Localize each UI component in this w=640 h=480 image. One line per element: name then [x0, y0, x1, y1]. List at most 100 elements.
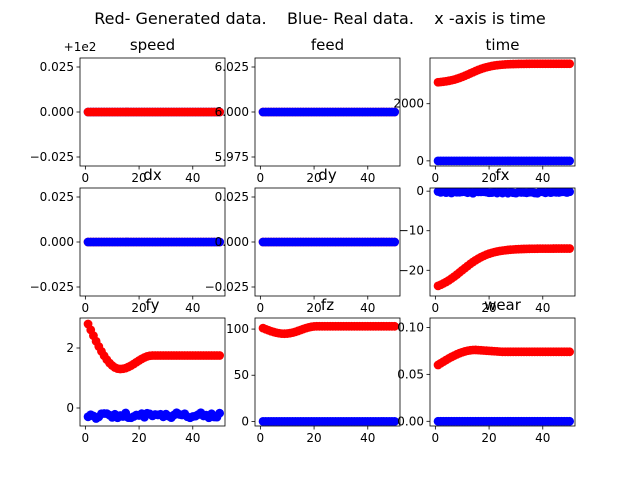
- x-tick-label: 0: [82, 171, 90, 185]
- x-tick-label: 40: [185, 301, 200, 315]
- y-tick-label: 2: [66, 341, 74, 355]
- x-tick-label: 20: [481, 431, 496, 445]
- real-point: [390, 416, 400, 426]
- x-tick-label: 0: [82, 301, 90, 315]
- y-tick-label: 6.000: [215, 105, 249, 119]
- subplot-wear: 0 20 40 0.00 0.05 0.10 wear: [397, 296, 576, 445]
- x-tick-label: 0: [432, 171, 440, 185]
- data-points: [83, 319, 225, 423]
- y-tick-label: 5.975: [215, 150, 249, 164]
- subplot-dy: 0 20 40 −0.025 0.000 0.025 dy: [205, 166, 401, 315]
- x-tick-label: 20: [306, 431, 321, 445]
- generated-point: [565, 59, 575, 69]
- y-tick-label: 6.025: [215, 60, 249, 74]
- data-points: [258, 237, 400, 247]
- subplot-title: wear: [484, 296, 522, 314]
- x-tick-label: 40: [535, 431, 550, 445]
- y-tick-label: 0.000: [40, 105, 74, 119]
- y-offset-label: +1e2: [64, 40, 97, 54]
- generated-point: [390, 321, 400, 331]
- y-tick-label: 50: [234, 368, 249, 382]
- x-tick-label: 20: [131, 171, 146, 185]
- y-tick-label: −20: [399, 263, 424, 277]
- real-point: [390, 237, 400, 247]
- y-tick-label: 0: [416, 184, 424, 198]
- x-tick-label: 40: [360, 301, 375, 315]
- subplot-title: dy: [318, 166, 337, 184]
- generated-point: [215, 351, 225, 360]
- y-tick-label: 0.10: [397, 320, 424, 334]
- y-tick-label: 0.05: [397, 367, 424, 381]
- x-tick-label: 0: [257, 431, 265, 445]
- x-tick-label: 40: [535, 301, 550, 315]
- x-tick-label: 20: [306, 171, 321, 185]
- data-points: [433, 188, 575, 291]
- x-tick-label: 0: [432, 301, 440, 315]
- real-point: [565, 188, 575, 197]
- subplot-title: fx: [495, 166, 509, 184]
- axes-frame: [429, 317, 576, 427]
- real-point: [565, 416, 575, 426]
- axes-frame: [429, 187, 576, 297]
- x-tick-label: 40: [535, 171, 550, 185]
- subplot-title: dx: [143, 166, 162, 184]
- y-tick-label: −0.025: [30, 150, 74, 164]
- y-tick-label: 0: [241, 414, 249, 428]
- y-tick-label: 0: [66, 401, 74, 415]
- y-tick-label: 0.025: [40, 190, 74, 204]
- x-tick-label: 40: [185, 431, 200, 445]
- data-points: [433, 345, 575, 426]
- axes-frame: [79, 317, 226, 427]
- subplot-time: 0 20 40 0 2000 time: [393, 36, 576, 185]
- x-tick-label: 20: [131, 301, 146, 315]
- subplot-title: feed: [311, 36, 344, 54]
- x-tick-label: 40: [185, 171, 200, 185]
- subplot-fz: 0 20 40 0 50 100 fz: [226, 296, 401, 445]
- subplot-fx: 0 20 40 −20 −10 0 fx: [399, 166, 576, 315]
- real-point: [390, 107, 400, 117]
- y-tick-label: 0.000: [40, 235, 74, 249]
- y-tick-label: −10: [399, 224, 424, 238]
- subplot-feed: 0 20 40 5.975 6.000 6.025 feed: [215, 36, 401, 185]
- x-tick-label: 40: [360, 171, 375, 185]
- data-points: [83, 107, 225, 117]
- x-tick-label: 0: [82, 431, 90, 445]
- x-tick-label: 20: [481, 301, 496, 315]
- y-tick-label: −0.025: [30, 280, 74, 294]
- y-tick-label: 100: [226, 322, 249, 336]
- x-tick-label: 40: [360, 431, 375, 445]
- x-tick-label: 20: [131, 431, 146, 445]
- figure-suptitle: Red- Generated data. Blue- Real data. x …: [94, 9, 546, 28]
- y-tick-label: 2000: [393, 97, 424, 111]
- subplot-dx: 0 20 40 −0.025 0.000 0.025 dx: [30, 166, 226, 315]
- y-tick-label: 0.025: [40, 60, 74, 74]
- data-points: [258, 107, 400, 117]
- generated-point: [565, 347, 575, 357]
- generated-point: [565, 244, 575, 253]
- subplot-title: fz: [321, 296, 334, 314]
- x-tick-label: 20: [306, 301, 321, 315]
- x-tick-label: 0: [257, 301, 265, 315]
- y-tick-label: 0.00: [397, 414, 424, 428]
- real-point: [215, 408, 225, 418]
- subplot-speed: 0 20 40 −0.025 0.000 0.025 +1e2 speed: [30, 36, 226, 185]
- data-points: [433, 59, 575, 166]
- subplot-title: fy: [146, 296, 160, 314]
- real-point: [215, 237, 225, 247]
- axes-frame: [254, 317, 401, 427]
- real-point: [565, 156, 575, 166]
- subplot-title: speed: [130, 36, 175, 54]
- x-tick-label: 20: [481, 171, 496, 185]
- x-tick-label: 0: [257, 171, 265, 185]
- generated-point: [215, 107, 225, 117]
- axes-frame: [429, 57, 576, 167]
- y-tick-label: 0.000: [215, 235, 249, 249]
- y-tick-label: −0.025: [205, 280, 249, 294]
- data-points: [258, 321, 400, 426]
- data-points: [83, 237, 225, 247]
- x-tick-label: 0: [432, 431, 440, 445]
- y-tick-label: 0.025: [215, 190, 249, 204]
- subplot-fy: 0 20 40 0 2 fy: [66, 296, 226, 445]
